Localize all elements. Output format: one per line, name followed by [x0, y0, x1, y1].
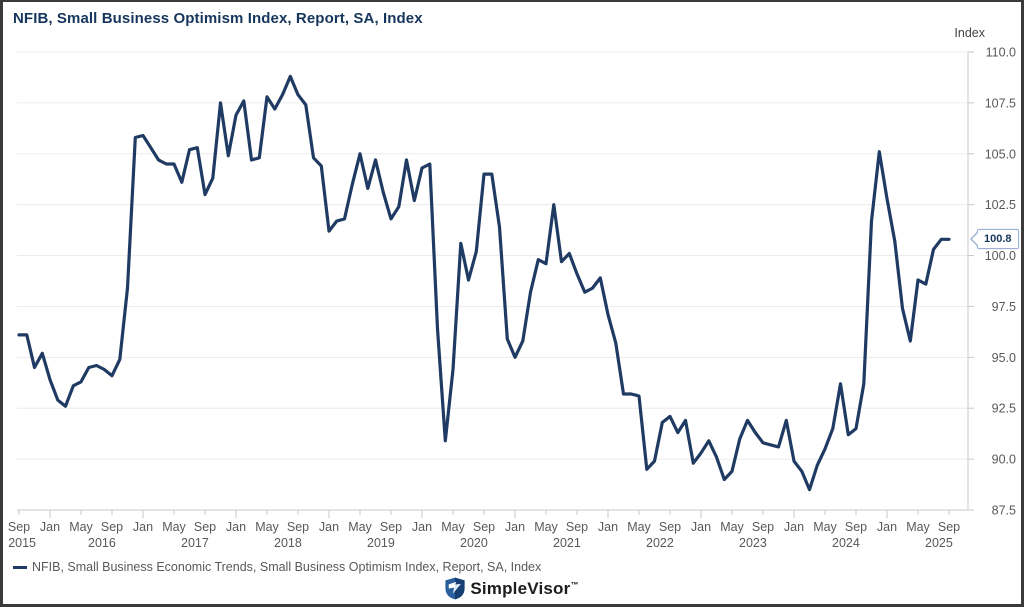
x-tick-label: May — [348, 520, 372, 534]
x-year-label: 2021 — [553, 536, 581, 550]
x-tick-label: Jan — [226, 520, 246, 534]
x-year-label: 2025 — [925, 536, 953, 550]
x-year-label: 2019 — [367, 536, 395, 550]
x-year-label: 2018 — [274, 536, 302, 550]
x-tick-label: Sep — [473, 520, 495, 534]
y-tick-label: 97.5 — [992, 300, 1016, 314]
x-tick-label: Sep — [287, 520, 309, 534]
optimism-index-line — [17, 74, 951, 492]
last-value-callout: 100.8 — [977, 229, 1019, 250]
y-tick-label: 105.0 — [985, 147, 1016, 161]
x-tick-label: May — [906, 520, 930, 534]
x-tick-label: May — [69, 520, 93, 534]
x-tick-label: Sep — [194, 520, 216, 534]
x-tick-label: May — [534, 520, 558, 534]
brand-name: SimpleVisor™ — [470, 578, 579, 598]
x-tick-label: Jan — [133, 520, 153, 534]
y-tick-label: 90.0 — [992, 453, 1016, 467]
trademark-symbol: ™ — [570, 579, 579, 589]
x-year-label: 2024 — [832, 536, 860, 550]
x-tick-label: Sep — [752, 520, 774, 534]
simplevisor-shield-icon — [445, 577, 465, 600]
x-year-label: 2015 — [8, 536, 36, 550]
y-tick-label: 102.5 — [985, 198, 1016, 212]
x-tick-label: Jan — [40, 520, 60, 534]
chart-legend: NFIB, Small Business Economic Trends, Sm… — [13, 560, 541, 574]
x-tick-label: Sep — [380, 520, 402, 534]
x-year-label: 2017 — [181, 536, 209, 550]
x-tick-label: Sep — [8, 520, 30, 534]
y-axis-unit-label: Index — [954, 26, 985, 40]
x-year-label: 2016 — [88, 536, 116, 550]
y-tick-label: 107.5 — [985, 96, 1016, 110]
x-tick-label: May — [441, 520, 465, 534]
legend-series-label: NFIB, Small Business Economic Trends, Sm… — [32, 560, 542, 574]
x-tick-label: May — [720, 520, 744, 534]
x-year-label: 2020 — [460, 536, 488, 550]
y-tick-label: 95.0 — [992, 351, 1016, 365]
x-tick-label: Jan — [505, 520, 525, 534]
x-tick-label: May — [162, 520, 186, 534]
x-tick-label: Jan — [598, 520, 618, 534]
x-tick-label: May — [255, 520, 279, 534]
y-tick-label: 92.5 — [992, 402, 1016, 416]
x-tick-label: Sep — [566, 520, 588, 534]
x-tick-label: Sep — [659, 520, 681, 534]
y-tick-label: 110.0 — [986, 46, 1016, 60]
y-tick-label: 87.5 — [992, 504, 1016, 518]
x-tick-label: Sep — [938, 520, 960, 534]
legend-line-marker-icon — [13, 565, 27, 569]
x-year-label: 2023 — [739, 536, 767, 550]
simplevisor-branding: SimpleVisor™ — [3, 577, 1021, 600]
x-tick-label: Jan — [319, 520, 339, 534]
x-tick-label: Jan — [784, 520, 804, 534]
x-tick-label: May — [627, 520, 651, 534]
x-year-label: 2022 — [646, 536, 674, 550]
y-tick-label: 100.0 — [985, 249, 1016, 263]
chart-title: NFIB, Small Business Optimism Index, Rep… — [13, 10, 423, 27]
x-tick-label: Jan — [691, 520, 711, 534]
x-tick-label: May — [813, 520, 837, 534]
optimism-index-chart: 110.0 107.5 105.0 102.5 100.0 97.5 95.0 92.5 90.… — [8, 46, 1016, 551]
x-tick-label: Jan — [412, 520, 432, 534]
x-tick-label: Sep — [845, 520, 867, 534]
x-tick-label: Sep — [101, 520, 123, 534]
x-tick-label: Jan — [877, 520, 897, 534]
